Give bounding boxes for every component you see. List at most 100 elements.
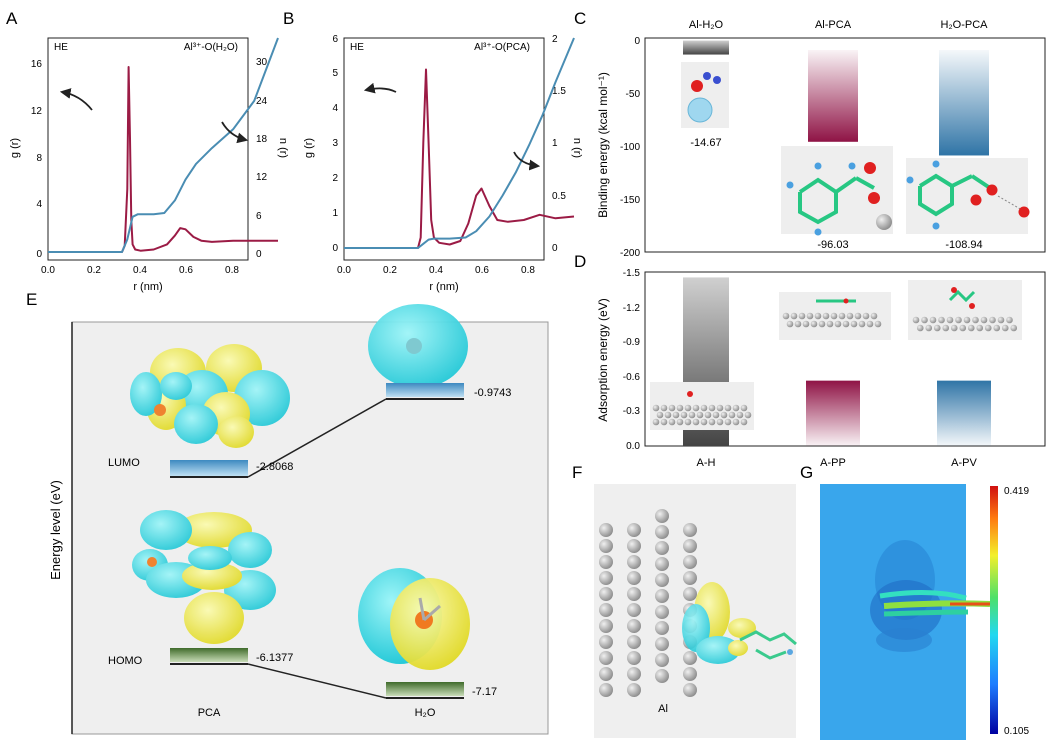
panel-b-arrow-right-icon [513,151,541,171]
panel-d: D Adsorption energy (eV) -1.5 -1.2 -0.9 … [574,252,1046,469]
panel-a-frame [47,37,249,261]
al-atom-icon [627,619,641,633]
c-ytick: -100 [620,142,640,153]
panel-a-plot-area [48,37,279,253]
al-atom-icon [736,411,744,419]
al-atom-icon [683,539,697,553]
al-atom-icon [700,404,708,412]
al-atom-icon [599,539,613,553]
al-atom-icon [810,320,818,328]
c-molecule-al-pca [781,146,893,236]
al-atom-icon [1001,324,1009,332]
al-atom-icon [696,411,704,419]
al-atom-icon [826,320,834,328]
al-atom-icon [866,320,874,328]
al-atom-icon [683,555,697,569]
al-atom-icon [989,316,996,324]
h2o-lumo-level [386,383,464,397]
a-xtick: 0.4 [133,265,147,276]
al-atom-icon [655,525,669,539]
panel-g: G 0.419 0.105 [800,463,1029,740]
al-atom-icon [599,603,613,617]
al-atom-icon [976,324,984,332]
pca-lumo-value: -2.8068 [256,461,293,473]
al-atom-icon [838,312,846,320]
a-xtick: 0.2 [87,265,101,276]
b-ytick-left: 4 [332,103,338,114]
al-atom-icon [655,589,669,603]
al-atom-icon [814,312,822,320]
al-atom-icon [818,320,826,328]
panel-b-arrow-left-icon [363,82,397,94]
b-ytick-right: 0.5 [552,191,566,202]
panel-b-xlabel: r (nm) [429,281,458,293]
al-atom-icon [716,418,724,426]
h2o-lumo-value: -0.9743 [474,387,511,399]
homo-label: HOMO [108,655,143,667]
pca-lumo-orbital-icon [130,344,290,448]
a-ytick-left: 0 [36,249,42,260]
d-slab-a-h [650,382,754,430]
a-ytick-right: 12 [256,172,268,183]
al-atom-icon [822,312,830,320]
panel-a-yticks-right: 0 6 12 18 24 30 [256,57,268,260]
pca-homo-level [170,648,248,662]
f-al-atoms [599,509,697,697]
g-cbar-max: 0.419 [1004,486,1029,497]
panel-a-ylabel-left: g (r) [9,138,21,158]
panel-f-letter: F [572,463,582,482]
al-atom-icon [740,404,748,412]
al-atom-icon [660,418,668,426]
al-atom-icon [684,404,692,412]
panel-b-ylabel-right: n (r) [571,138,583,158]
b-xtick: 0.0 [337,265,351,276]
rdf-line [48,66,278,253]
al-atom-icon [668,418,676,426]
al-atom-icon [938,316,945,324]
c-ytick: -50 [626,89,641,100]
al-atom-icon [599,667,613,681]
al-atom-icon [842,320,850,328]
h2o-homo-orbital-icon [358,568,470,670]
c-ytick: -150 [620,195,640,206]
a-ytick-right: 30 [256,57,268,68]
g-cbar-min: 0.105 [1004,726,1029,737]
al-atom-icon [676,404,684,412]
al-atom-icon [724,418,732,426]
al-atom-icon [599,555,613,569]
panel-c: C Binding energy (kcal mol⁻¹) 0 -50 -100… [574,9,1046,259]
c-thumb-bg [906,158,1028,234]
al-atom-icon [929,316,937,324]
panel-b-left-label: HE [350,42,364,53]
al-atom-icon [732,404,740,412]
c-category: Al-H₂O [689,19,724,31]
d-ytick: -0.6 [623,372,641,383]
al-atom-icon [655,573,669,587]
b-xtick: 0.4 [429,265,443,276]
al-atom-icon [782,312,790,320]
panel-a-left-label: HE [54,42,68,53]
c-molecule-h2o-pca [906,158,1030,234]
al-atom-icon [599,571,613,585]
b-ytick-right: 1 [552,138,558,149]
panel-e-ylabel: Energy level (eV) [48,480,63,580]
al-atom-icon [1006,316,1013,324]
al-atom-icon [680,411,688,419]
al-atom-icon [950,324,958,332]
al-atom-icon [997,316,1005,324]
coordination-number-line [344,37,575,249]
panel-a-right-label: Al³⁺-O(H₂O) [184,42,238,53]
al-atom-icon [802,320,810,328]
d-bar [937,380,991,446]
al-atom-icon [942,324,950,332]
panel-b-plot-area [344,37,575,249]
al-atom-icon [712,411,720,419]
al-atom-icon [627,523,641,537]
al-atom-icon [627,539,641,553]
al-atom-icon [740,418,748,426]
al-atom-icon [627,587,641,601]
panel-g-letter: G [800,463,813,482]
al-atom-icon [984,324,992,332]
al-atom-icon [692,404,700,412]
al-atom-icon [672,411,680,419]
